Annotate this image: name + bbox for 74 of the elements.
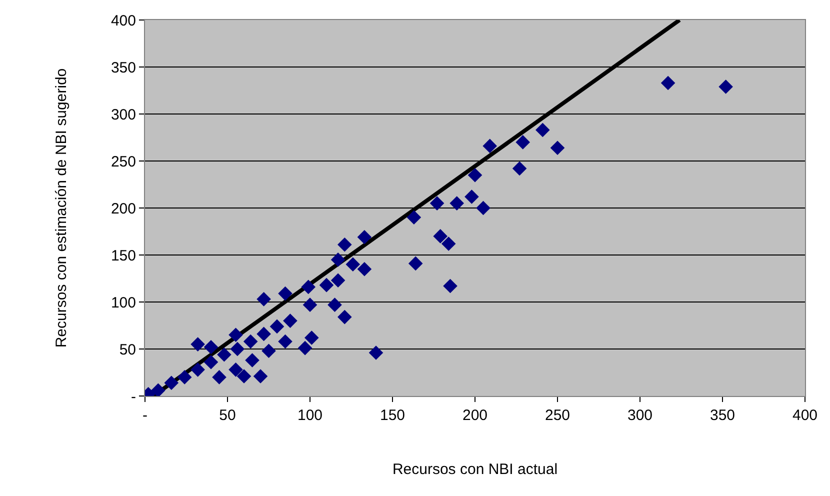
point [718,80,733,94]
point [512,161,527,176]
point [330,252,346,267]
point [328,298,342,312]
x-tick-label: 400 [792,407,818,424]
x-tick-label: 50 [219,407,236,424]
point [430,196,444,210]
point [536,122,550,138]
x-tick-label: 150 [380,407,406,424]
point [190,337,205,352]
point [236,369,252,384]
point [368,346,384,360]
y-tick-label: 100 [110,294,136,312]
point [256,326,271,342]
point [301,280,316,294]
point [468,168,482,182]
x-tick-label: 350 [710,407,736,424]
point [464,190,479,204]
point [228,362,243,377]
point [346,257,360,272]
point [228,328,243,342]
point [278,334,292,349]
x-tick-label: - [142,407,148,424]
y-tick-label: 350 [110,59,136,76]
point [230,342,245,356]
point [660,76,676,90]
y-tick-label: 200 [110,200,136,218]
point [151,383,166,396]
y-tick-label: 250 [110,153,136,170]
point [357,262,372,276]
point [330,273,346,288]
point [357,230,372,244]
point [406,210,422,225]
point [164,376,179,390]
point [256,292,271,306]
point [433,229,448,244]
y-tick-label: 300 [110,106,136,124]
x-tick-label: 200 [462,407,488,424]
point [338,238,352,252]
point [270,319,284,334]
y-tick-label: 150 [110,247,136,264]
y-tick-label: - [131,388,136,406]
point [253,369,268,384]
point [190,362,205,377]
y-tick-label: 400 [110,12,136,30]
point [482,138,497,154]
point [204,340,218,354]
y-tick-label: 50 [119,341,136,358]
point [262,344,276,358]
point [450,196,464,210]
point [302,298,318,312]
point [177,370,192,384]
point [443,278,458,294]
point [550,140,565,155]
point [304,330,319,345]
point [278,286,292,301]
point [283,314,298,328]
x-tick-label: 300 [627,407,653,424]
point [204,355,218,370]
point [212,370,226,384]
point [319,278,334,292]
point [243,334,258,349]
x-tick-label: 100 [297,407,323,424]
point [516,135,530,150]
point [408,256,423,271]
x-axis-title: Recursos con NBI actual [392,461,558,478]
point [217,347,232,362]
point [338,310,352,324]
point [245,353,260,368]
point [441,236,456,251]
x-tick-label: 250 [544,407,570,424]
point [298,340,312,356]
point [476,200,490,216]
y-axis-title: Recursos con estimación de NBI sugerido [53,68,70,348]
